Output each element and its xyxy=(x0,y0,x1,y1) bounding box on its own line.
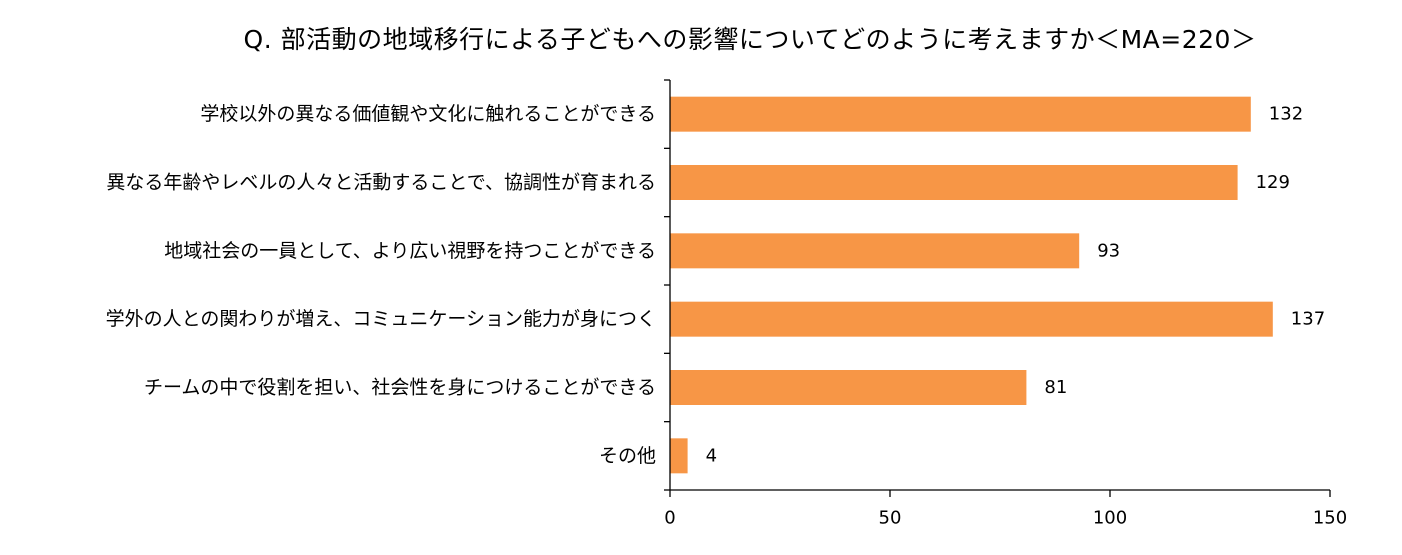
x-tick-label-2: 100 xyxy=(1093,508,1127,529)
x-tick-label-3: 150 xyxy=(1313,508,1347,529)
value-label-1: 129 xyxy=(1256,172,1290,193)
bar-1 xyxy=(670,165,1238,200)
x-tick-label-1: 50 xyxy=(879,508,902,529)
x-tick-label-0: 0 xyxy=(664,508,675,529)
category-label-3: 学外の人との関わりが増え、コミュニケーション能力が身につく xyxy=(106,308,656,330)
category-label-5: その他 xyxy=(599,445,656,467)
bar-2 xyxy=(670,233,1080,269)
bar-4 xyxy=(670,370,1027,405)
value-label-5: 4 xyxy=(706,445,717,466)
value-label-3: 137 xyxy=(1291,309,1325,330)
category-label-4: チームの中で役割を担い、社会性を身につけることができる xyxy=(144,377,656,399)
bar-3 xyxy=(670,301,1273,337)
bar-0 xyxy=(670,96,1251,132)
bar-5 xyxy=(670,438,688,474)
chart-title: Q. 部活動の地域移行による子どもへの影響についてどのように考えますか＜MA=2… xyxy=(243,25,1257,54)
value-label-4: 81 xyxy=(1044,377,1067,398)
category-label-1: 異なる年齢やレベルの人々と活動することで、協調性が育まれる xyxy=(106,172,656,194)
category-label-2: 地域社会の一員として、より広い視野を持つことができる xyxy=(164,240,656,262)
value-label-2: 93 xyxy=(1097,240,1120,261)
category-label-0: 学校以外の異なる価値観や文化に触れることができる xyxy=(200,103,656,125)
value-label-0: 132 xyxy=(1269,104,1303,125)
